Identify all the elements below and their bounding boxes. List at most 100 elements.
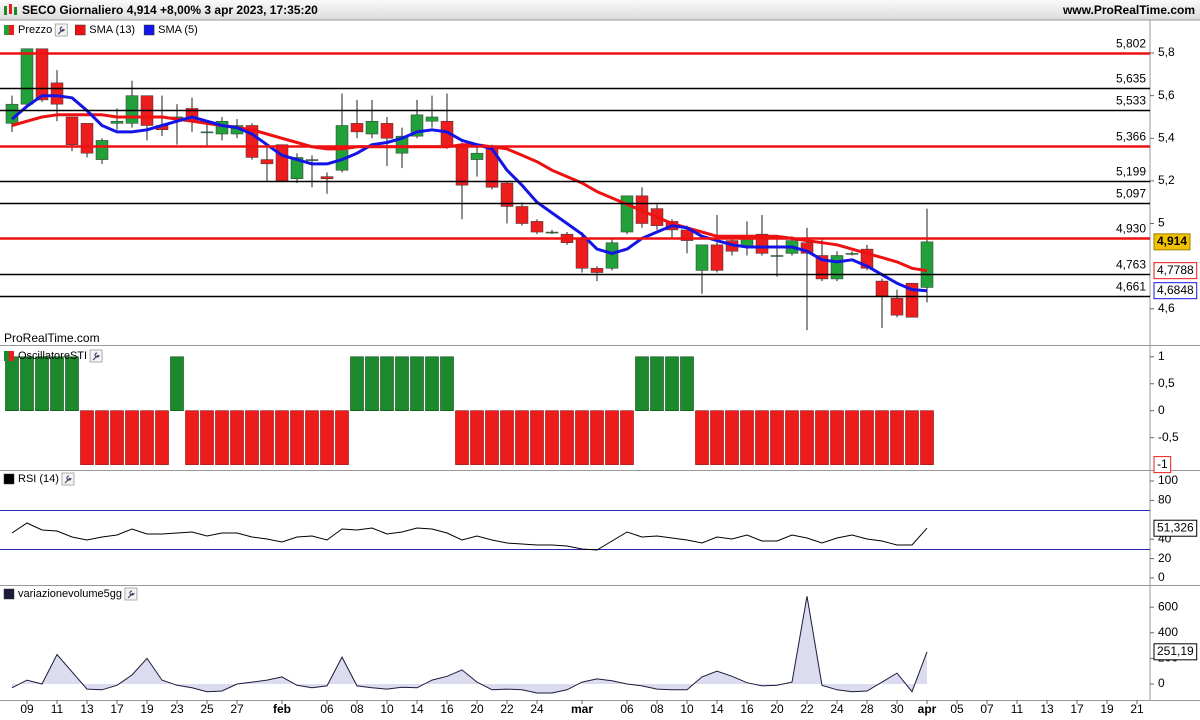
x-tick-label: 10 [680, 702, 694, 716]
header-site[interactable]: www.ProRealTime.com [1062, 3, 1195, 17]
legend-swatch [9, 25, 14, 35]
legend-label: Prezzo [18, 24, 52, 36]
x-tick-label: 16 [740, 702, 754, 716]
x-tick-label: apr [918, 702, 937, 716]
legend-label: RSI (14) [18, 473, 59, 485]
legend-label: SMA (5) [158, 24, 198, 36]
legend-item: Prezzo [4, 23, 68, 37]
oscillator-bar [290, 410, 304, 465]
moving-average-line [11, 94, 928, 293]
candle-body [65, 116, 79, 145]
y-tick-label: 5,8 [1158, 45, 1175, 59]
oscillator-bar [455, 410, 469, 465]
x-tick-label: 13 [80, 702, 94, 716]
last-value-label: 51,326 [1157, 520, 1194, 534]
candle-body [710, 244, 724, 271]
indicator-line [11, 522, 928, 551]
x-tick-label: 22 [500, 702, 514, 716]
settings-button[interactable] [54, 23, 68, 37]
level-label: 5,097 [1116, 187, 1146, 201]
x-tick-label: 19 [1100, 702, 1114, 716]
oscillator-bar [740, 410, 754, 465]
candle-body [95, 140, 109, 160]
oscillator-bar [575, 410, 589, 465]
oscillator-bar [680, 356, 694, 411]
oscillator-bar [695, 410, 709, 465]
y-tick-label: 5 [1158, 216, 1165, 230]
y-tick-label: 0 [1158, 570, 1165, 584]
candle-body [365, 120, 379, 135]
last-value-label: 4,914 [1157, 234, 1187, 248]
oscillator-bar [530, 410, 544, 465]
y-tick-label: 5,6 [1158, 88, 1175, 102]
oscillator-bar [230, 410, 244, 465]
candle-body [20, 48, 34, 105]
oscillator-bar [665, 356, 679, 411]
candle-body [380, 123, 394, 139]
legend-item: OscillatoreSTI [4, 349, 103, 363]
candle-body [695, 244, 709, 271]
oscillator-bar [65, 356, 79, 411]
candle-body [500, 182, 514, 207]
settings-button[interactable] [61, 472, 75, 486]
oscillator-bar [155, 410, 169, 465]
oscillator-bar [200, 410, 214, 465]
candle-body [350, 123, 364, 133]
y-tick-label: 4,6 [1158, 301, 1175, 315]
settings-button[interactable] [89, 349, 103, 363]
oscillator-bar [245, 410, 259, 465]
oscillator-bar [260, 410, 274, 465]
settings-icon [92, 352, 100, 361]
x-tick-label: 11 [51, 702, 64, 716]
x-tick-label: 20 [470, 702, 484, 716]
oscillator-bar [440, 356, 454, 411]
candle-body [590, 268, 604, 273]
oscillator-bar [140, 410, 154, 465]
last-value-box [1153, 282, 1198, 300]
candle-body [35, 48, 49, 101]
candle-body [110, 120, 124, 124]
settings-button[interactable] [124, 587, 138, 601]
x-tick-label: 08 [350, 702, 364, 716]
candle-body [920, 241, 934, 288]
last-value-box [1153, 519, 1198, 537]
y-tick-label: 400 [1158, 625, 1178, 639]
oscillator-bar [920, 410, 934, 465]
x-tick-label: 24 [530, 702, 544, 716]
last-value-label: 4,7788 [1157, 263, 1194, 277]
candle-body [530, 221, 544, 233]
legend-item: SMA (5) [143, 24, 198, 36]
oscillator-bar [785, 410, 799, 465]
y-tick-label: 0 [1158, 403, 1165, 417]
x-tick-label: 17 [110, 702, 124, 716]
level-label: 5,802 [1116, 37, 1146, 51]
x-tick-label: 06 [320, 702, 334, 716]
oscillator-bar [20, 356, 34, 411]
x-tick-label: 14 [710, 702, 724, 716]
y-tick-label: 600 [1158, 599, 1178, 613]
candle-body [515, 206, 529, 224]
legend-swatch [3, 588, 15, 600]
oscillator-bar [305, 410, 319, 465]
candle-body [80, 123, 94, 154]
oscillator-bar [380, 356, 394, 411]
area-line [11, 596, 928, 694]
oscillator-bar [545, 410, 559, 465]
oscillator-bar [350, 356, 364, 411]
oscillator-bar [725, 410, 739, 465]
candle-body [845, 253, 859, 255]
x-tick-label: 23 [170, 702, 184, 716]
settings-icon [57, 26, 65, 35]
candle-body [770, 255, 784, 257]
oscillator-bar [395, 356, 409, 411]
level-label: 4,763 [1116, 258, 1146, 272]
legend-item: RSI (14) [3, 472, 75, 486]
candle-body [305, 159, 319, 161]
last-value-box [1153, 456, 1172, 474]
oscillator-bar [875, 410, 889, 465]
oscillator-bar [185, 410, 199, 465]
x-tick-label: 20 [770, 702, 784, 716]
oscillator-bar [275, 410, 289, 465]
watermark: ProRealTime.com [4, 331, 100, 345]
